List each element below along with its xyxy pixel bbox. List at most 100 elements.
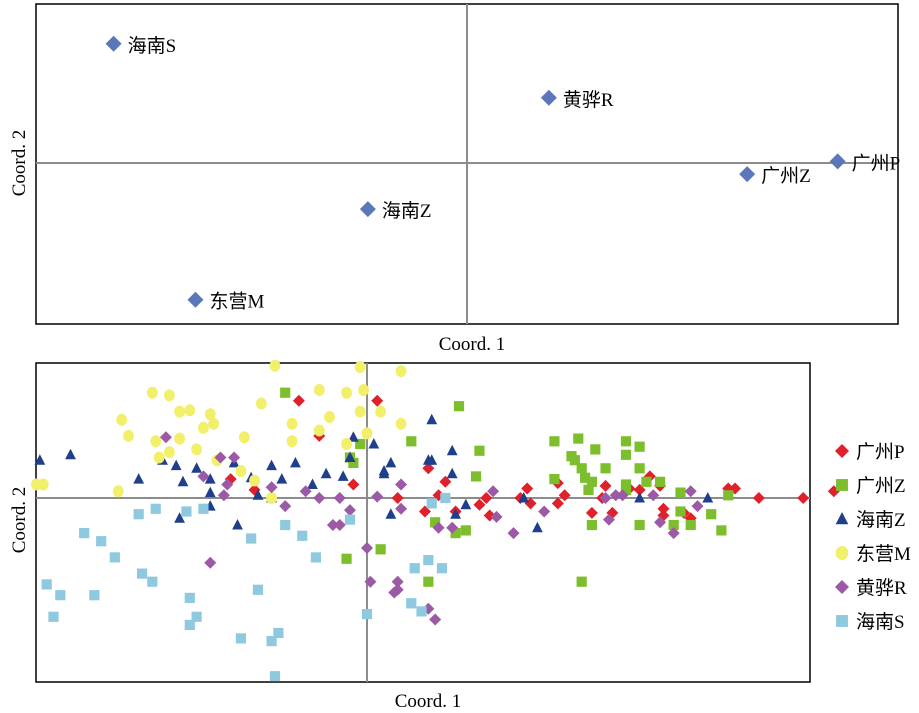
bottom-point — [287, 418, 298, 430]
bottom-point — [416, 606, 426, 616]
bottom-point — [437, 563, 447, 573]
bottom-point — [621, 450, 631, 460]
bottom-point — [191, 443, 202, 455]
top-point-label: 黄骅R — [563, 89, 614, 111]
bottom-point — [410, 563, 420, 573]
legend-marker — [836, 546, 849, 560]
bottom-point — [341, 387, 352, 399]
bottom-point — [461, 525, 471, 535]
bottom-point — [266, 492, 277, 504]
bottom-point — [566, 451, 576, 461]
bottom-point — [116, 414, 127, 426]
bottom-point — [270, 671, 280, 681]
bottom-point — [147, 387, 158, 399]
bottom-point — [147, 577, 157, 587]
bottom-point — [600, 463, 610, 473]
bottom-point — [641, 477, 651, 487]
bottom-point — [590, 444, 600, 454]
bottom-point — [341, 554, 351, 564]
bottom-point — [110, 552, 120, 562]
bottom-point — [376, 544, 386, 554]
bottom-point — [655, 477, 665, 487]
bottom-point — [113, 485, 124, 497]
bottom-point — [423, 577, 433, 587]
bottom-point — [341, 438, 352, 450]
top-point-label: 广州P — [852, 152, 901, 174]
bottom-point — [270, 360, 281, 372]
bottom-point — [406, 598, 416, 608]
bottom-point — [587, 520, 597, 530]
bottom-point — [192, 612, 202, 622]
bottom-scatter-chart: Coord. 1 Coord. 2 广州P广州Z海南Z东营M黄骅R海南S — [9, 360, 911, 712]
bottom-point — [174, 433, 185, 445]
bottom-point — [577, 577, 587, 587]
bottom-point — [549, 474, 559, 484]
bottom-point — [297, 531, 307, 541]
bottom-point — [198, 422, 209, 434]
top-point-label: 海南Z — [382, 200, 432, 222]
legend-label: 海南S — [856, 611, 905, 633]
top-y-axis-label: Coord. 2 — [9, 130, 30, 197]
bottom-point — [396, 365, 407, 377]
bottom-point — [362, 427, 373, 439]
legend-label: 广州Z — [856, 475, 906, 497]
bottom-point — [635, 463, 645, 473]
legend-label: 黄骅R — [856, 577, 907, 599]
bottom-point — [123, 430, 134, 442]
legend-marker — [836, 479, 848, 491]
bottom-point — [198, 504, 208, 514]
bottom-point — [96, 536, 106, 546]
bottom-point — [355, 406, 366, 418]
bottom-point — [253, 585, 263, 595]
bottom-point — [396, 418, 407, 430]
bottom-point — [246, 533, 256, 543]
bottom-point — [181, 506, 191, 516]
bottom-point — [474, 446, 484, 456]
bottom-point — [706, 509, 716, 519]
legend-label: 东营M — [856, 543, 911, 565]
bottom-point — [423, 555, 433, 565]
bottom-point — [375, 406, 386, 418]
bottom-point — [345, 515, 355, 525]
bottom-point — [716, 525, 726, 535]
bottom-point — [42, 579, 52, 589]
bottom-point — [174, 406, 185, 418]
bottom-point — [362, 609, 372, 619]
bottom-x-axis-label: Coord. 1 — [395, 691, 462, 712]
bottom-point — [587, 477, 597, 487]
legend-marker — [836, 512, 849, 524]
bottom-point — [273, 628, 283, 638]
bottom-point — [355, 361, 366, 373]
bottom-point — [48, 612, 58, 622]
bottom-point — [280, 520, 290, 530]
bottom-point — [454, 401, 464, 411]
bottom-point — [471, 471, 481, 481]
bottom-point — [287, 435, 298, 447]
bottom-point — [236, 465, 247, 477]
bottom-point — [164, 446, 175, 458]
legend-label: 海南Z — [856, 509, 906, 531]
bottom-point — [723, 490, 733, 500]
bottom-point — [406, 436, 416, 446]
bottom-point — [440, 493, 450, 503]
bottom-point — [427, 498, 437, 508]
bottom-point — [635, 520, 645, 530]
bottom-point — [314, 384, 325, 396]
top-scatter-chart: 海南S黄骅R广州Z广州P海南Z东营M Coord. 1 Coord. 2 — [9, 4, 900, 355]
bottom-point — [358, 384, 369, 396]
bottom-point — [154, 452, 165, 464]
bottom-point — [256, 398, 267, 410]
top-point-label: 海南S — [128, 35, 177, 57]
bottom-point — [236, 633, 246, 643]
bottom-point — [79, 528, 89, 538]
bottom-point — [55, 590, 65, 600]
legend-marker — [835, 444, 849, 458]
bottom-legend: 广州P 广州Z 海南Z 东营M 黄骅R 海南S — [835, 441, 911, 633]
bottom-point — [89, 590, 99, 600]
bottom-point — [150, 435, 161, 447]
bottom-point — [137, 569, 147, 579]
bottom-point — [577, 463, 587, 473]
bottom-point — [134, 509, 144, 519]
bottom-point — [311, 552, 321, 562]
